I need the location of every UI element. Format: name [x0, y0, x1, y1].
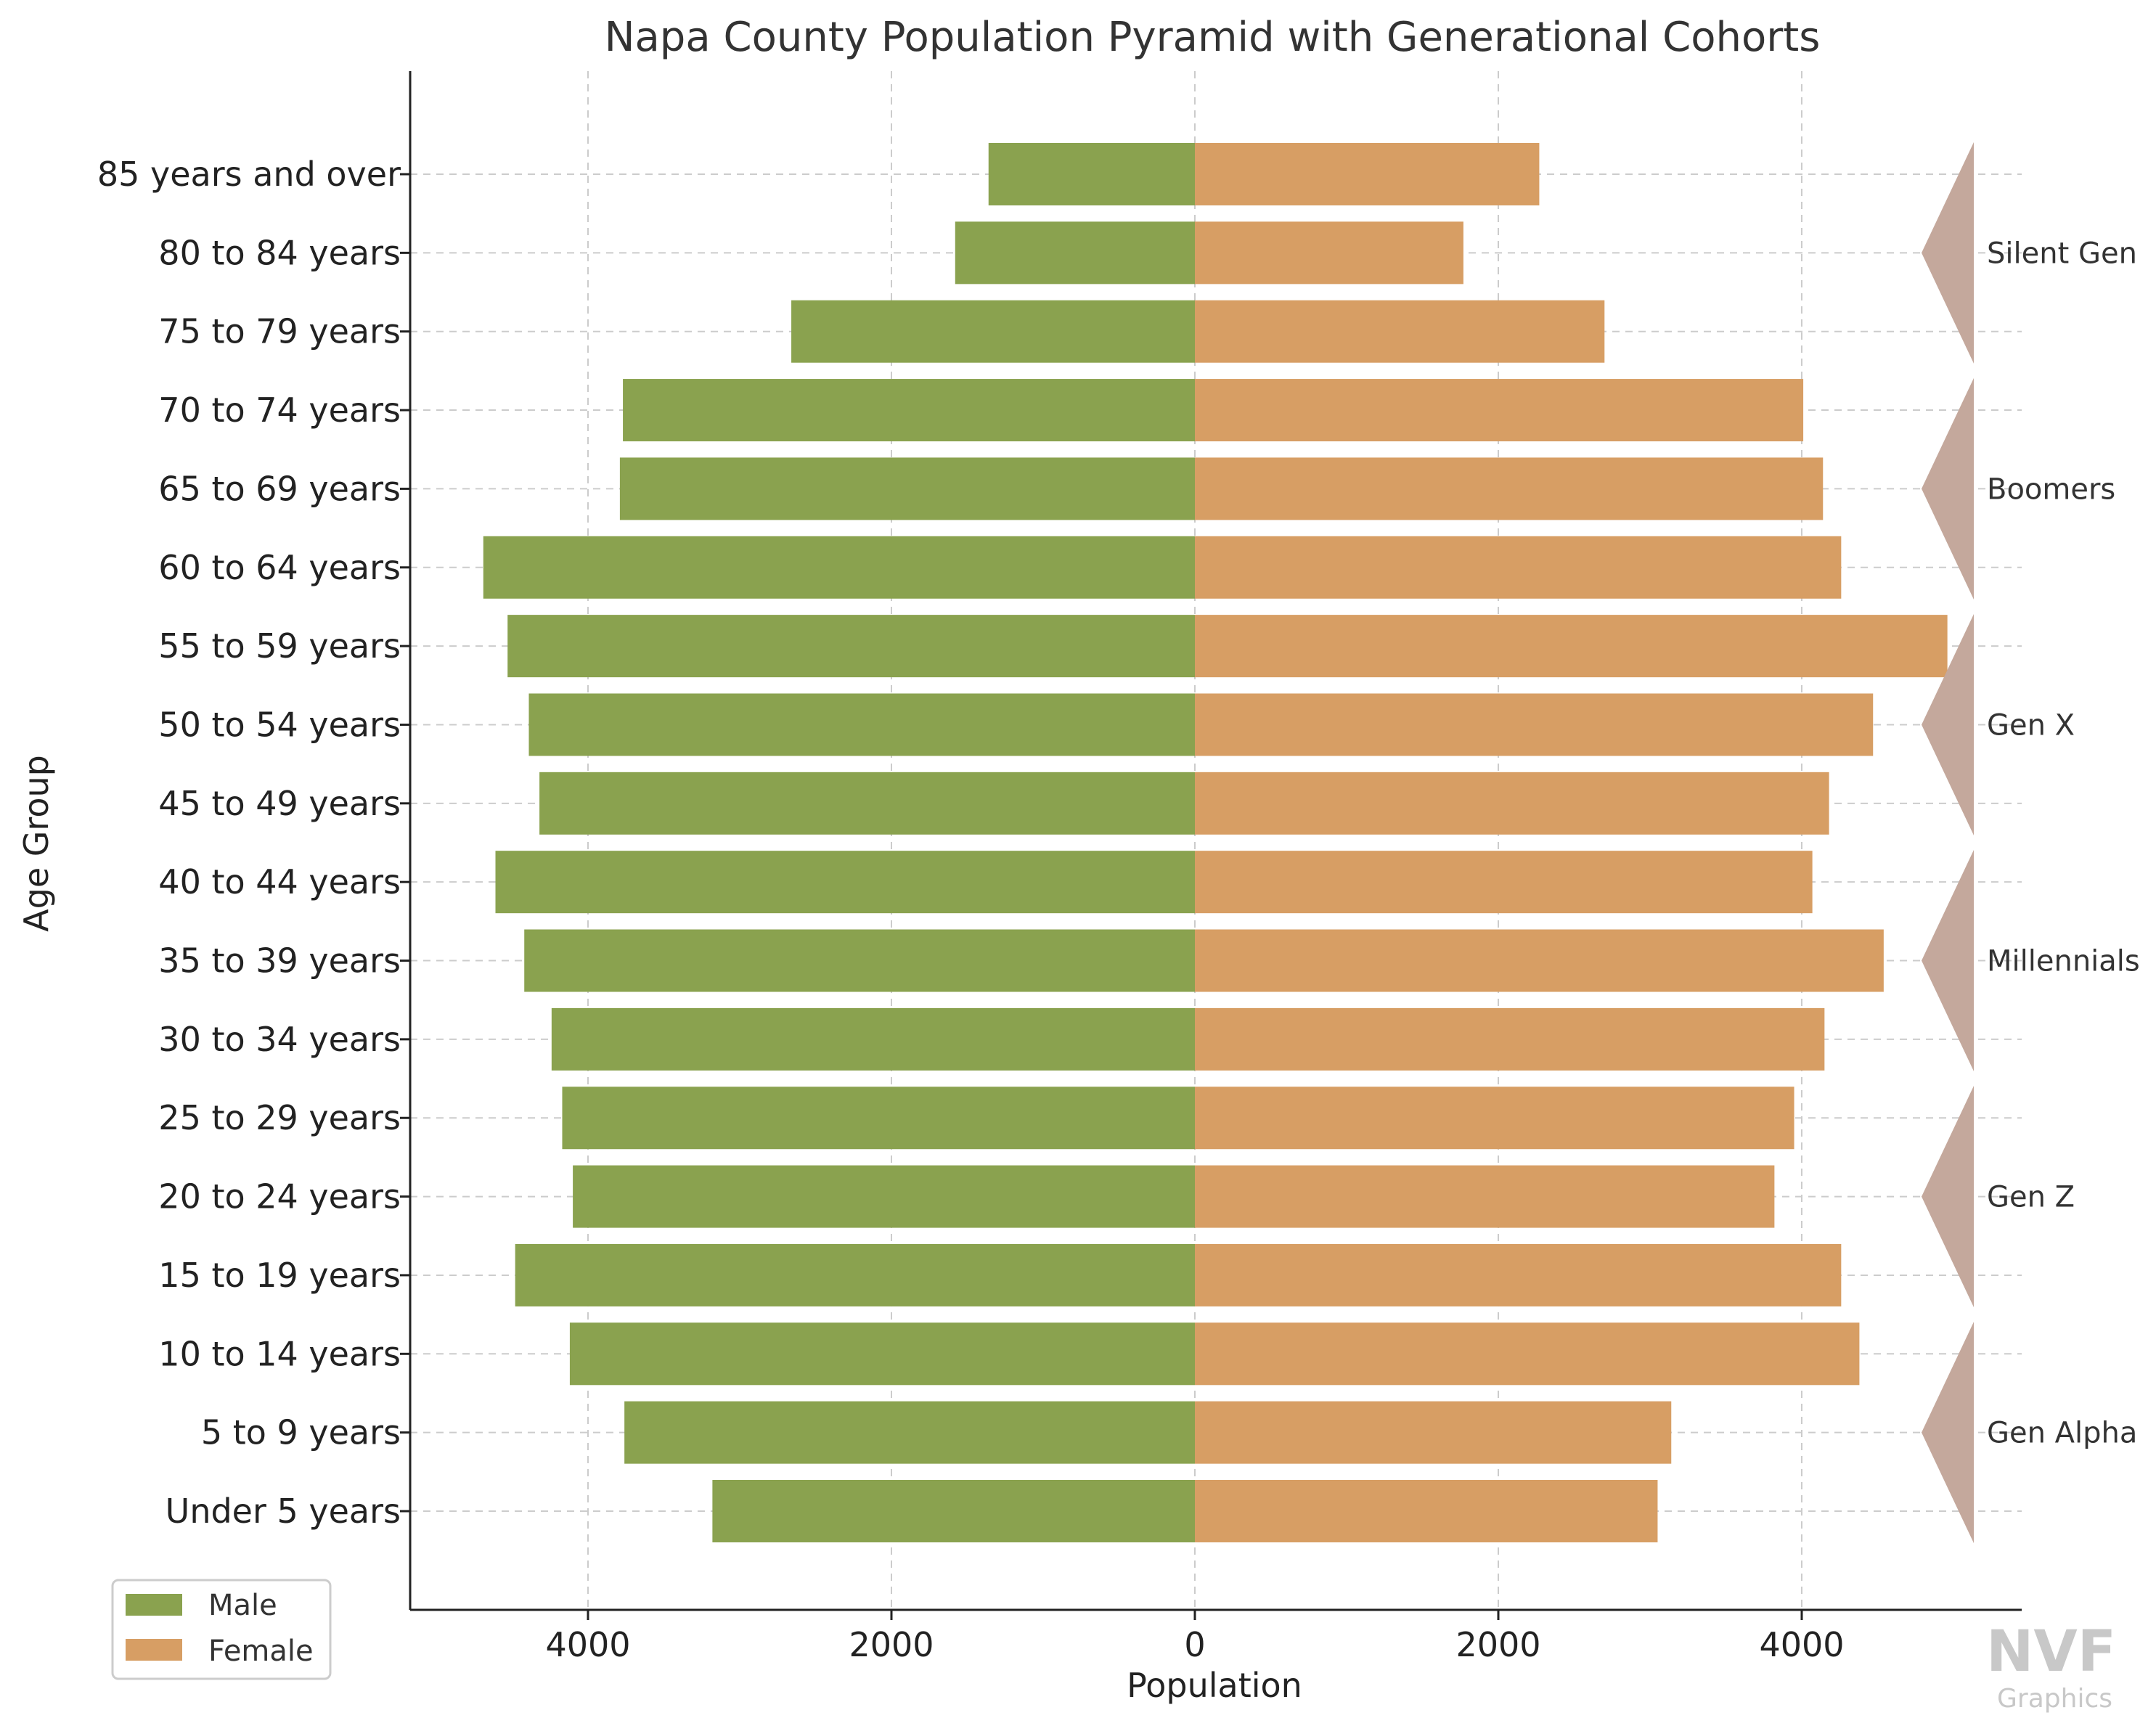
x-tick-label-4: 4000	[1759, 1625, 1844, 1664]
bar-male-8	[495, 851, 1195, 914]
bar-female-14	[1195, 379, 1804, 442]
bar-female-1	[1195, 1401, 1672, 1464]
y-tick-label-9: 45 to 49 years	[158, 784, 401, 823]
bar-male-11	[507, 615, 1195, 678]
bar-male-9	[539, 772, 1195, 835]
y-tick-label-11: 55 to 59 years	[158, 626, 401, 666]
y-tick-label-8: 40 to 44 years	[158, 862, 401, 901]
x-tick-label-3: 2000	[1455, 1625, 1540, 1664]
x-tick-label-0: 4000	[545, 1625, 630, 1664]
bar-female-15	[1195, 300, 1605, 363]
cohort-label-0: Gen Alpha	[1987, 1417, 2137, 1450]
cohort-marker-3	[1922, 613, 1974, 835]
y-tick-label-12: 60 to 64 years	[158, 548, 401, 587]
legend-swatch-male	[126, 1594, 182, 1616]
bar-female-3	[1195, 1243, 1842, 1306]
bar-male-16	[955, 221, 1195, 285]
legend-label-female: Female	[208, 1635, 314, 1668]
bar-female-6	[1195, 1007, 1825, 1071]
cohort-marker-5	[1922, 142, 1974, 364]
cohort-marker-2	[1922, 850, 1974, 1072]
legend-label-male: Male	[208, 1589, 277, 1622]
bar-male-14	[623, 379, 1195, 442]
bar-male-12	[483, 536, 1195, 599]
bar-male-0	[712, 1480, 1195, 1542]
bar-female-17	[1195, 143, 1540, 205]
legend: Male Female	[111, 1579, 332, 1680]
y-tick-labels: Under 5 years 5 to 9 years 10 to 14 years 1…	[97, 155, 410, 1531]
bar-male-17	[988, 143, 1195, 205]
y-tick-label-5: 25 to 29 years	[158, 1098, 401, 1137]
cohort-label-3: Gen X	[1987, 708, 2075, 742]
y-tick-label-13: 65 to 69 years	[158, 469, 401, 508]
bar-female-2	[1195, 1322, 1860, 1386]
bar-female-9	[1195, 772, 1829, 835]
bar-female-16	[1195, 221, 1463, 285]
bar-male-7	[524, 929, 1195, 992]
x-axis-label: Population	[1127, 1666, 1302, 1705]
bar-female-5	[1195, 1087, 1794, 1150]
y-tick-label-1: 5 to 9 years	[201, 1413, 401, 1452]
y-tick-label-14: 70 to 74 years	[158, 390, 401, 430]
bar-male-13	[619, 457, 1195, 520]
y-tick-label-17: 85 years and over	[97, 155, 401, 194]
watermark-subtitle: Graphics	[1997, 1684, 2112, 1714]
bar-male-4	[573, 1165, 1195, 1228]
y-tick-label-0: Under 5 years	[166, 1492, 401, 1531]
y-tick-label-4: 20 to 24 years	[158, 1177, 401, 1216]
cohort-marker-1	[1922, 1086, 1974, 1308]
y-tick-label-16: 80 to 84 years	[158, 233, 401, 272]
chart-title: Napa County Population Pyramid with Gene…	[605, 14, 1821, 61]
y-tick-label-6: 30 to 34 years	[158, 1020, 401, 1059]
watermark: NVF Graphics	[1986, 1619, 2116, 1714]
x-tick-label-2: 0	[1184, 1625, 1205, 1664]
bar-male-15	[791, 300, 1195, 363]
bar-male-5	[562, 1087, 1195, 1150]
cohort-marker-4	[1922, 377, 1974, 600]
bars	[483, 143, 1948, 1542]
bar-male-2	[569, 1322, 1195, 1386]
x-tick-labels: 4000 2000 0 2000 4000	[545, 1610, 1845, 1664]
bar-female-13	[1195, 457, 1824, 520]
bar-female-10	[1195, 693, 1874, 756]
bar-female-4	[1195, 1165, 1775, 1228]
cohort-markers: Gen Alpha Gen Z Millennials Gen X Boomers Sil…	[1922, 142, 2140, 1544]
bar-female-8	[1195, 851, 1813, 914]
bar-female-12	[1195, 536, 1842, 599]
watermark-logo: NVF	[1986, 1619, 2116, 1685]
y-tick-label-2: 10 to 14 years	[158, 1334, 401, 1373]
x-tick-label-1: 2000	[849, 1625, 934, 1664]
y-tick-label-10: 50 to 54 years	[158, 705, 401, 744]
cohort-label-2: Millennials	[1987, 945, 2140, 978]
cohort-marker-0	[1922, 1322, 1974, 1544]
bar-female-0	[1195, 1480, 1658, 1542]
y-tick-label-15: 75 to 79 years	[158, 312, 401, 351]
cohort-label-1: Gen Z	[1987, 1181, 2075, 1214]
bar-male-1	[624, 1401, 1195, 1464]
bar-female-7	[1195, 929, 1884, 992]
bar-male-3	[515, 1243, 1195, 1306]
cohort-label-5: Silent Gen	[1987, 237, 2137, 270]
bar-female-11	[1195, 615, 1948, 678]
y-tick-label-7: 35 to 39 years	[158, 941, 401, 981]
y-axis-label: Age Group	[17, 755, 56, 932]
cohort-label-4: Boomers	[1987, 473, 2115, 506]
legend-swatch-female	[126, 1639, 182, 1661]
y-tick-label-3: 15 to 19 years	[158, 1256, 401, 1295]
bar-male-10	[528, 693, 1195, 756]
bar-male-6	[551, 1007, 1195, 1071]
